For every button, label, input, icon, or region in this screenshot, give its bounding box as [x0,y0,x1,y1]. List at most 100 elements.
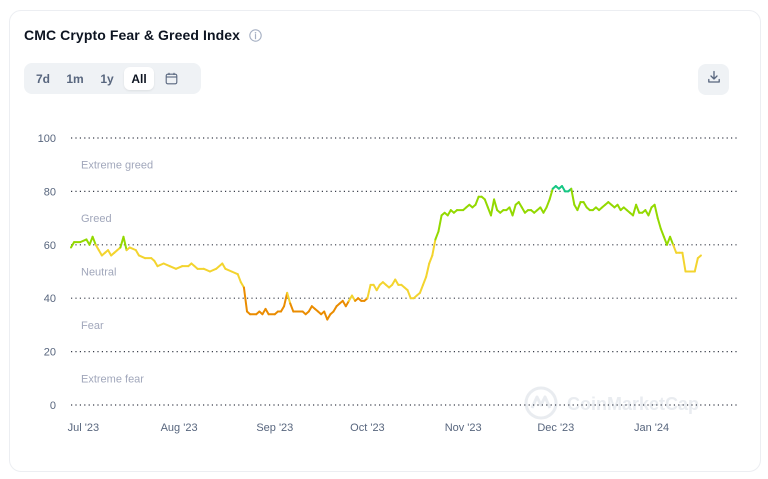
series-segment [307,305,313,313]
y-tick-label: 100 [38,133,56,145]
zone-label: Extreme greed [81,160,153,172]
calendar-icon[interactable] [156,67,186,90]
series-segment [230,270,239,276]
download-button[interactable] [698,64,729,95]
series-segment [520,206,526,214]
series-segment [366,283,372,300]
series-segment [323,310,329,321]
series-segment [511,203,517,217]
series-segment [162,262,171,268]
y-tick-label: 60 [44,240,56,252]
series-segment [542,206,548,214]
x-tick-label: Oct '23 [350,422,385,434]
series-segment [326,313,332,321]
range-1m-button[interactable]: 1m [66,71,84,86]
watermark-text: CoinMarketCap [567,394,699,414]
series-segment [122,235,128,252]
series-segment [236,273,242,284]
series-segment [221,262,227,270]
x-tick-label: Jan '24 [634,422,669,434]
series-segment [659,227,665,238]
series-segment [242,286,249,313]
series-segment [137,254,147,260]
series-segment [264,307,270,316]
x-tick-label: Dec '23 [537,422,574,434]
watermark: CoinMarketCap [524,386,699,420]
series-segment [279,305,286,313]
series-segment [406,289,412,300]
series-segment [239,281,245,289]
series-segment [134,249,140,257]
series-segment [174,265,184,270]
y-tick-label: 0 [50,400,56,412]
info-icon[interactable] [249,28,262,42]
series-segment [153,259,159,268]
series-segment [489,198,496,217]
download-icon [707,70,721,89]
series-segment [647,206,653,217]
series-segment [94,243,100,252]
series-segment [474,195,480,206]
series-segment [128,246,137,252]
x-tick-label: Sep '23 [256,422,293,434]
series-segment [570,187,576,206]
series-segment [428,254,434,265]
y-tick-label: 80 [44,186,56,198]
series-segment [517,201,523,209]
series-segment [215,262,224,270]
series-segment [437,214,443,233]
series-segment [289,302,295,313]
series-segment [669,235,675,246]
series-segment [434,230,440,241]
range-1y-button[interactable]: 1y [100,71,114,86]
y-tick-label: 40 [44,293,56,305]
series-segment [208,267,218,273]
series-segment [576,201,582,212]
series-segment [545,198,551,209]
series-segment [446,209,452,217]
title-row: CMC Crypto Fear & Greed Index [24,27,262,43]
series-segment [418,283,425,294]
x-tick-label: Nov '23 [445,422,482,434]
series-segment [224,267,233,273]
series-segment [431,238,437,257]
series-segment [394,278,400,286]
series-segment [696,254,702,260]
series-segment [493,198,499,212]
series-segment [422,275,428,286]
zone-label: Greed [81,213,112,225]
series-segment [616,203,622,212]
range-all-button[interactable]: All [124,67,154,90]
series-segment [582,201,588,209]
series-segment [97,249,103,257]
series-segment [351,294,357,302]
series-segment [635,203,641,214]
series-segment [168,265,177,270]
zone-label: Neutral [81,267,116,279]
series-segment [653,203,659,220]
series-segment [202,267,211,273]
y-tick-label: 20 [44,347,56,359]
series-segment [560,185,567,193]
series-segment [332,305,338,313]
range-selector: 7d 1m 1y All [24,63,201,94]
series-segment [286,291,292,305]
x-tick-label: Aug '23 [161,422,198,434]
x-tick-label: Jul '23 [68,422,99,434]
series-segment [91,235,97,246]
series-segment [79,238,88,244]
series-segment [632,203,638,217]
series-segment [107,249,113,257]
range-7d-button[interactable]: 7d [35,71,50,86]
series-segment [156,262,165,268]
series-segment [375,283,381,292]
series-segment [483,198,489,209]
zone-label: Fear [81,320,104,332]
series-segment [425,262,431,278]
page-title: CMC Crypto Fear & Greed Index [24,27,241,43]
series-segment [672,243,678,254]
series-segment [656,217,662,230]
series-segment [344,299,350,308]
series-segment [283,291,289,308]
